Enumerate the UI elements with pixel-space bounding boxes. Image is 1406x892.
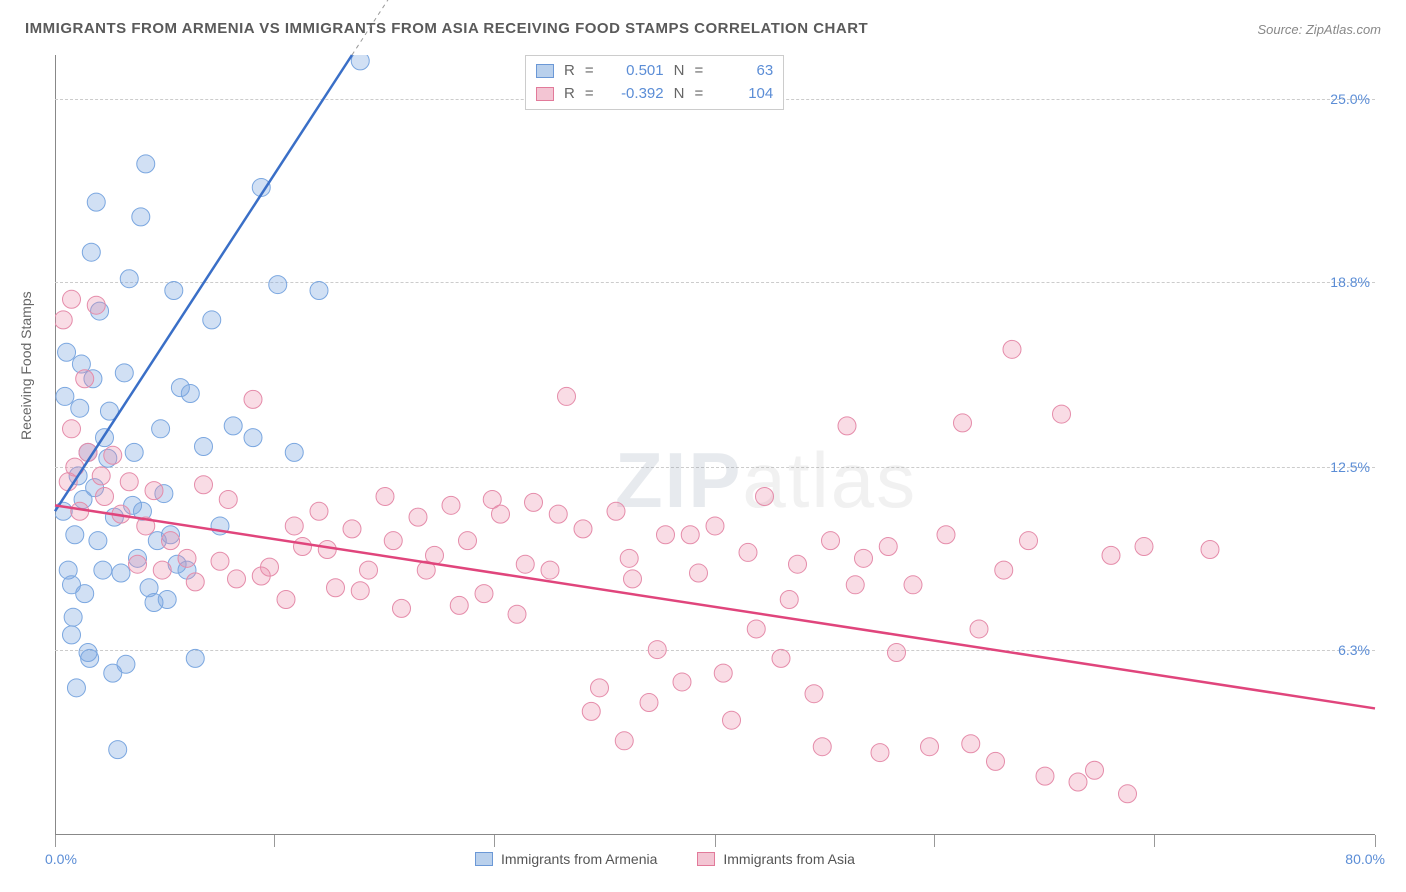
- x-tick: [494, 835, 495, 847]
- chart-container: 6.3%12.5%18.8%25.0% ZIPatlas R = 0.501 N…: [55, 55, 1375, 835]
- n-value-armenia: 63: [713, 60, 773, 83]
- n-label: N: [674, 60, 685, 83]
- eq-sign: =: [694, 60, 703, 83]
- legend-row-asia: R = -0.392 N = 104: [536, 83, 773, 106]
- legend-swatch-asia: [697, 852, 715, 866]
- x-axis-min-label: 0.0%: [45, 851, 77, 867]
- eq-sign: =: [585, 83, 594, 106]
- legend-row-armenia: R = 0.501 N = 63: [536, 60, 773, 83]
- r-value-asia: -0.392: [604, 83, 664, 106]
- r-label: R: [564, 60, 575, 83]
- legend-item-asia: Immigrants from Asia: [697, 851, 854, 867]
- trend-line: [55, 505, 1375, 708]
- legend-swatch-asia: [536, 87, 554, 101]
- trend-lines-layer: [55, 55, 1375, 835]
- legend-label-asia: Immigrants from Asia: [723, 851, 854, 867]
- x-tick: [55, 835, 56, 847]
- x-tick: [715, 835, 716, 847]
- x-tick: [934, 835, 935, 847]
- x-axis-max-label: 80.0%: [1345, 851, 1385, 867]
- legend-swatch-armenia: [475, 852, 493, 866]
- x-tick: [1154, 835, 1155, 847]
- series-legend: Immigrants from Armenia Immigrants from …: [475, 851, 855, 867]
- eq-sign: =: [585, 60, 594, 83]
- r-label: R: [564, 83, 575, 106]
- y-axis-label: Receiving Food Stamps: [18, 291, 34, 440]
- n-label: N: [674, 83, 685, 106]
- legend-swatch-armenia: [536, 64, 554, 78]
- r-value-armenia: 0.501: [604, 60, 664, 83]
- x-tick: [274, 835, 275, 847]
- chart-title: IMMIGRANTS FROM ARMENIA VS IMMIGRANTS FR…: [25, 20, 868, 37]
- legend-item-armenia: Immigrants from Armenia: [475, 851, 657, 867]
- n-value-asia: 104: [713, 83, 773, 106]
- x-tick: [1375, 835, 1376, 847]
- trend-line: [55, 55, 352, 511]
- correlation-legend: R = 0.501 N = 63 R = -0.392 N = 104: [525, 55, 784, 110]
- legend-label-armenia: Immigrants from Armenia: [501, 851, 657, 867]
- source-attribution: Source: ZipAtlas.com: [1257, 22, 1381, 37]
- eq-sign: =: [694, 83, 703, 106]
